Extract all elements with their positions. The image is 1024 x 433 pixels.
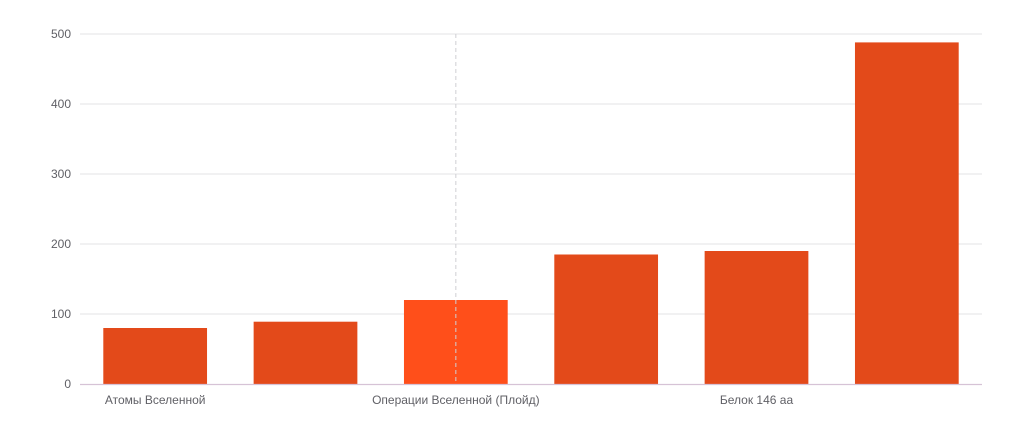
y-axis-ticks: 0 100 200 300 400 500 bbox=[51, 27, 71, 391]
y-tick-label: 100 bbox=[51, 307, 71, 321]
x-tick-label: Атомы Вселенной bbox=[105, 393, 206, 407]
gridlines bbox=[80, 33, 982, 315]
y-tick-label: 200 bbox=[51, 237, 71, 251]
bars bbox=[103, 42, 959, 385]
x-tick-label: Белок 146 аа bbox=[720, 393, 794, 407]
bar[interactable] bbox=[854, 42, 959, 385]
x-tick-label: Операции Вселенной (Плойд) bbox=[372, 393, 540, 407]
bar[interactable] bbox=[103, 328, 208, 384]
y-tick-label: 500 bbox=[51, 27, 71, 41]
y-tick-label: 0 bbox=[64, 377, 71, 391]
y-tick-label: 400 bbox=[51, 97, 71, 111]
y-tick-label: 300 bbox=[51, 167, 71, 181]
bar[interactable] bbox=[704, 251, 809, 384]
bar[interactable] bbox=[554, 254, 659, 385]
bar[interactable] bbox=[253, 321, 358, 384]
x-axis-ticks: Атомы Вселенной Операции Вселенной (Плойд… bbox=[105, 393, 794, 407]
